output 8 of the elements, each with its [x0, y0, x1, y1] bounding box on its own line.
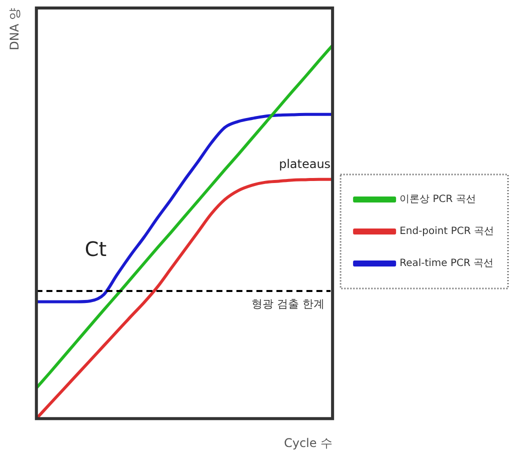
ref-line-label: 형광 검출 한계	[252, 297, 325, 310]
y-axis-title: DNA 양	[7, 8, 22, 50]
annotation: plateaus	[278, 156, 331, 171]
legend-label: Real-time PCR 곡선	[400, 258, 494, 270]
legend-label: End-point PCR 곡선	[400, 226, 494, 238]
annotation: Ct	[84, 236, 107, 261]
legend-label: 이론상 PCR 곡선	[400, 194, 476, 206]
x-axis-title: Cycle 수	[284, 436, 333, 450]
